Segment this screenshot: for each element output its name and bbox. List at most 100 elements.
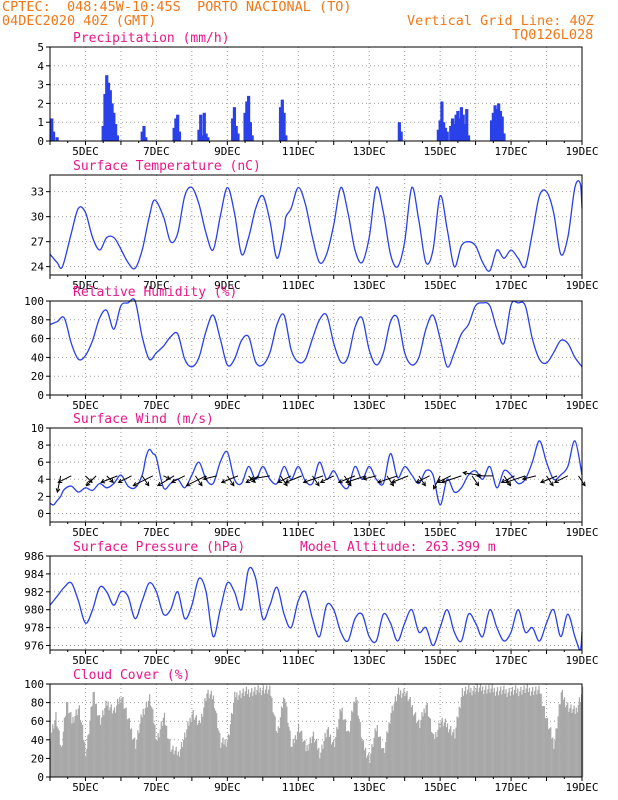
- cloud-bar: [269, 685, 271, 777]
- cloud-bar: [314, 740, 317, 777]
- y-tick-label: 40: [31, 351, 44, 364]
- x-tick-label: 9DEC: [214, 654, 241, 667]
- x-tick-label: 13DEC: [353, 654, 386, 667]
- cloud-bar: [217, 727, 219, 777]
- y-tick-label: 982: [24, 586, 44, 599]
- x-tick-label: 15DEC: [424, 526, 457, 539]
- cloud-bar: [420, 720, 422, 777]
- cloud-bar: [391, 705, 393, 777]
- wind-arrow: [505, 475, 526, 483]
- wind-arrow-head: [185, 482, 191, 487]
- cloud-bar: [235, 697, 237, 777]
- x-tick-label: 17DEC: [495, 145, 528, 158]
- cloud-bar: [344, 719, 346, 777]
- cloud-bar: [218, 730, 220, 777]
- cloud-bar: [68, 713, 70, 777]
- x-tick-label: 11DEC: [282, 654, 315, 667]
- wind-arrow-head: [55, 488, 61, 494]
- cloud-bar: [126, 719, 128, 777]
- cloud-bar: [338, 719, 340, 777]
- cloud-bar: [477, 691, 479, 777]
- cloud-bar: [505, 689, 507, 777]
- cloud-bar: [195, 715, 198, 777]
- panel-title: Surface Pressure (hPa): [73, 540, 245, 555]
- panel-3: [46, 427, 586, 526]
- cloud-bar: [467, 689, 469, 777]
- header-line2: 04DEC2020 40Z (GMT): [2, 13, 157, 29]
- cloud-bar: [54, 720, 56, 777]
- wind-arrow: [391, 475, 409, 483]
- cloud-bar: [492, 692, 494, 777]
- cloud-bar: [318, 747, 320, 777]
- wind-arrow-head: [539, 478, 545, 484]
- precip-bar: [140, 131, 144, 141]
- cloud-bar: [335, 737, 337, 777]
- cloud-bar: [111, 713, 113, 777]
- wind-arrow-head: [362, 476, 368, 481]
- y-tick-label: 980: [24, 604, 44, 617]
- cloud-bar: [444, 718, 447, 777]
- cloud-bar: [520, 686, 522, 777]
- x-tick-label: 7DEC: [143, 279, 170, 292]
- wind-arrow-head: [476, 473, 481, 479]
- cloud-bar: [513, 689, 516, 777]
- cloud-bar: [115, 705, 118, 777]
- cloud-bar: [160, 721, 162, 777]
- cloud-bar: [538, 685, 540, 777]
- y-tick-label: 60: [31, 333, 44, 346]
- cloud-bar: [231, 714, 234, 777]
- precip-bar: [436, 129, 440, 141]
- cloud-bar: [541, 705, 543, 777]
- wind-arrow: [416, 475, 430, 483]
- series-line: [49, 566, 583, 651]
- y-tick-label: 4: [37, 60, 44, 73]
- wind-arrow-head: [506, 481, 512, 487]
- cloud-bar: [98, 715, 101, 777]
- y-tick-label: 1: [37, 116, 44, 129]
- cloud-bar: [481, 686, 484, 777]
- cloud-bar: [458, 706, 460, 777]
- precip-bar: [142, 125, 146, 141]
- cloud-bar: [260, 695, 262, 777]
- cloud-bar: [572, 709, 574, 777]
- cloud-bar: [416, 722, 418, 777]
- cloud-bar: [305, 751, 307, 777]
- cloud-bar: [534, 690, 536, 777]
- cloud-bar: [570, 704, 572, 777]
- cloud-bar: [324, 733, 326, 777]
- wind-arrow: [250, 475, 270, 480]
- cloud-bar: [60, 746, 62, 777]
- cloud-bar: [464, 686, 467, 777]
- cloud-bar: [265, 685, 268, 777]
- wind-arrow-head: [277, 478, 283, 483]
- cloud-bar: [449, 729, 451, 777]
- cloud-bar: [378, 736, 381, 777]
- cloud-bar: [494, 695, 497, 777]
- cloud-bar: [401, 697, 403, 777]
- cloud-bar: [203, 707, 205, 777]
- cloud-bar: [394, 696, 396, 777]
- cloud-bar: [88, 734, 90, 777]
- cloud-bar: [144, 708, 146, 777]
- cloud-bar: [208, 698, 210, 777]
- cloud-bar: [323, 740, 325, 777]
- cloud-bar: [164, 725, 167, 777]
- cloud-bar: [411, 705, 414, 777]
- cloud-bar: [488, 684, 490, 777]
- cloud-bar: [125, 707, 127, 777]
- wind-arrow-head: [521, 476, 527, 481]
- wind-arrow: [303, 475, 324, 483]
- cloud-bar: [210, 690, 212, 777]
- cloud-bar: [326, 729, 328, 777]
- cloud-bar: [476, 684, 478, 777]
- cloud-bar: [499, 690, 501, 777]
- y-tick-label: 100: [24, 295, 44, 308]
- precip-bar: [110, 103, 114, 141]
- cloud-bar: [78, 705, 80, 777]
- cloud-bar: [113, 707, 116, 777]
- cloud-bar: [262, 685, 265, 777]
- cloud-bar: [112, 710, 115, 777]
- cloud-bar: [303, 741, 305, 777]
- cloud-bar: [197, 722, 200, 777]
